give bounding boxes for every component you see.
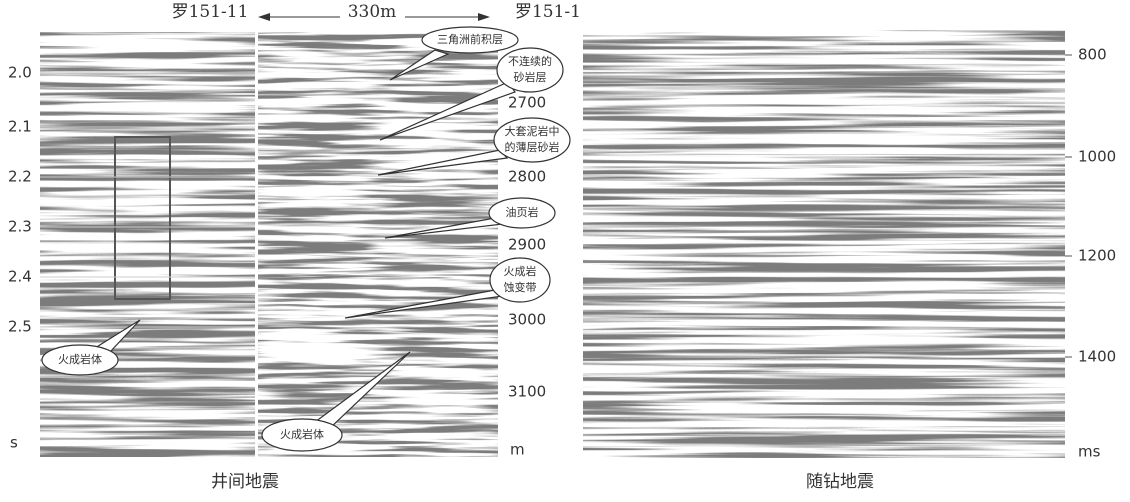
callout-text: 不连续的 [508,54,552,68]
arrow-head [478,13,490,21]
time-tick-label: 1400 [1078,348,1116,366]
callout-text: 的薄层砂岩 [505,140,560,154]
callout-text: 火成岩体 [280,427,324,441]
time-tick-label: 1000 [1078,148,1116,166]
seismic-section [40,32,255,457]
svg-text:火成岩: 火成岩 [504,264,537,278]
svg-text:不连续的: 不连续的 [508,54,552,68]
time-tick-label: 2.4 [8,268,32,286]
caption: 随钻地震 [806,472,874,492]
time-tick-label: 2.3 [8,218,32,236]
time-tick-label: 2.1 [8,118,32,136]
depth-tick-label: 2700 [508,94,546,112]
svg-text:大套泥岩中: 大套泥岩中 [505,124,560,138]
callout-text: 大套泥岩中 [505,124,560,138]
time-tick-label: 800 [1078,46,1107,64]
callout-text: 火成岩 [504,264,537,278]
unit-label: m [510,441,525,459]
svg-text:蚀变带: 蚀变带 [504,280,537,294]
seismic-section [583,30,1065,458]
time-tick-label: 1200 [1078,247,1116,265]
svg-text:砂岩层: 砂岩层 [514,70,547,84]
time-tick-label: 2.0 [8,64,32,82]
caption: 井间地震 [211,472,279,492]
callout-text: 火成岩体 [58,352,102,366]
callout-text: 蚀变带 [504,280,537,294]
tick-marks [1065,55,1072,357]
time-tick-label: 2.5 [8,318,32,336]
callout-text: 油页岩 [506,205,539,219]
depth-tick-label: 2800 [508,168,546,186]
depth-tick-label: 3000 [508,311,546,329]
depth-tick-label: 3100 [508,383,546,401]
svg-text:的薄层砂岩: 的薄层砂岩 [505,140,560,154]
svg-text:三角洲前积层: 三角洲前积层 [437,32,503,46]
depth-tick-label: 2900 [508,236,546,254]
unit-label: ms [1078,443,1101,461]
callout-text: 三角洲前积层 [437,32,503,46]
figure: 罗151-11 330m 罗151-1 三角洲前积层 不连续的 砂岩层 大套泥岩… [0,0,1130,498]
unit-label: s [10,434,18,452]
svg-text:火成岩体: 火成岩体 [280,427,324,441]
svg-text:火成岩体: 火成岩体 [58,352,102,366]
svg-text:油页岩: 油页岩 [506,205,539,219]
distance-label: 330m [348,2,397,22]
callout-text: 砂岩层 [514,70,547,84]
seismic-section [258,32,498,457]
arrow-head [258,13,270,21]
well-label: 罗151-1 [515,2,581,22]
well-label: 罗151-11 [172,2,249,22]
time-tick-label: 2.2 [8,168,32,186]
